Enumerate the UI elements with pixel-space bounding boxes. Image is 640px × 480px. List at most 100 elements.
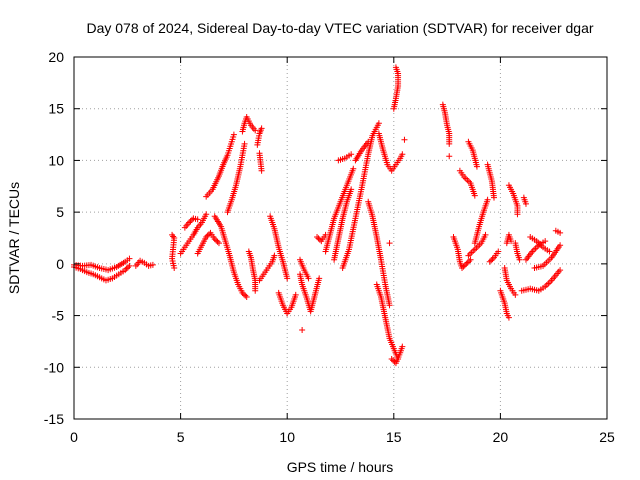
series-arc-12 bbox=[245, 248, 259, 294]
data-point-marker bbox=[473, 163, 480, 170]
series-arc-41 bbox=[484, 161, 498, 201]
series-arc-15 bbox=[256, 252, 278, 284]
data-point-marker bbox=[348, 186, 355, 193]
data-point-marker bbox=[386, 240, 393, 247]
data-point-marker bbox=[365, 138, 372, 145]
data-point-marker bbox=[188, 216, 195, 223]
series-arc-26 bbox=[352, 138, 372, 164]
series-arc-37 bbox=[456, 167, 478, 199]
data-point-marker bbox=[467, 256, 474, 263]
series-arc-45 bbox=[503, 231, 515, 247]
series-arc-20 bbox=[299, 327, 306, 334]
series-arc-31 bbox=[390, 64, 402, 112]
data-point-marker bbox=[230, 131, 237, 138]
data-point-marker bbox=[170, 233, 177, 240]
data-point-marker bbox=[149, 261, 156, 268]
data-point-marker bbox=[508, 238, 515, 245]
series-arc-52 bbox=[531, 242, 564, 271]
series-arc-03 bbox=[132, 257, 156, 269]
series-arc-32 bbox=[386, 240, 393, 247]
data-point-marker bbox=[557, 267, 564, 274]
series-arc-22 bbox=[322, 165, 357, 255]
y-tick-label: 0 bbox=[56, 256, 64, 272]
data-point-marker bbox=[542, 238, 549, 245]
data-point-marker bbox=[239, 289, 246, 296]
data-point-marker bbox=[242, 292, 249, 299]
series-arc-43 bbox=[497, 287, 512, 321]
data-point-marker bbox=[399, 151, 406, 158]
series-arc-34 bbox=[439, 101, 453, 147]
data-point-marker bbox=[292, 291, 299, 298]
data-point-marker bbox=[546, 248, 553, 255]
data-point-marker bbox=[543, 282, 550, 289]
data-point-marker bbox=[126, 255, 133, 262]
data-point-marker bbox=[206, 231, 213, 238]
series-arc-19 bbox=[296, 256, 312, 282]
data-point-marker bbox=[122, 267, 129, 274]
data-point-marker bbox=[258, 167, 265, 174]
series-arc-38 bbox=[465, 138, 480, 170]
x-tick-label: 25 bbox=[599, 429, 615, 445]
data-point-marker bbox=[241, 140, 248, 147]
data-point-marker bbox=[461, 262, 468, 269]
series-arc-09 bbox=[211, 213, 250, 300]
series-arc-02 bbox=[71, 255, 133, 274]
y-tick-label: -15 bbox=[44, 411, 64, 427]
series-arc-39 bbox=[465, 231, 489, 259]
data-point-marker bbox=[468, 249, 475, 256]
series-arc-08 bbox=[203, 131, 237, 200]
data-point-marker bbox=[315, 235, 322, 242]
y-tick-label: 5 bbox=[56, 204, 64, 220]
series-arc-14 bbox=[256, 150, 265, 174]
data-point-marker bbox=[471, 192, 478, 199]
y-tick-label: 10 bbox=[48, 152, 64, 168]
data-point-marker bbox=[284, 275, 291, 282]
series-arc-18 bbox=[296, 271, 323, 315]
data-point-marker bbox=[399, 343, 406, 350]
series-arc-40 bbox=[471, 196, 491, 247]
data-point-marker bbox=[466, 258, 473, 265]
data-point-marker bbox=[488, 257, 495, 264]
data-point-marker bbox=[243, 293, 250, 300]
data-point-marker bbox=[187, 218, 194, 225]
data-point-marker bbox=[505, 314, 512, 321]
series-arc-28 bbox=[375, 130, 406, 174]
data-point-marker bbox=[471, 246, 478, 253]
data-point-marker bbox=[486, 258, 493, 265]
series-arc-24 bbox=[339, 120, 382, 271]
y-tick-label: -10 bbox=[44, 359, 64, 375]
series-arc-16 bbox=[267, 213, 291, 282]
data-point-marker bbox=[463, 260, 470, 267]
series-arc-27 bbox=[365, 198, 393, 309]
x-tick-label: 10 bbox=[279, 429, 295, 445]
data-point-marker bbox=[522, 200, 529, 207]
data-point-marker bbox=[214, 238, 221, 245]
data-point-marker bbox=[401, 136, 408, 143]
data-point-marker bbox=[392, 64, 399, 71]
data-point-marker bbox=[194, 216, 201, 223]
data-point-marker bbox=[203, 211, 210, 218]
data-point-marker bbox=[125, 264, 132, 271]
data-point-marker bbox=[516, 256, 523, 263]
data-point-marker bbox=[350, 165, 357, 172]
series-arc-51 bbox=[527, 233, 553, 255]
data-point-marker bbox=[240, 291, 247, 298]
data-point-marker bbox=[299, 327, 306, 334]
data-point-marker bbox=[388, 356, 395, 363]
data-point-marker bbox=[491, 194, 498, 201]
x-tick-label: 20 bbox=[493, 429, 509, 445]
series-arc-42 bbox=[486, 248, 502, 265]
series-arc-30 bbox=[388, 343, 406, 367]
series-arc-44 bbox=[501, 264, 519, 298]
series-arc-48 bbox=[520, 194, 529, 207]
data-point-marker bbox=[557, 229, 564, 236]
series-arc-06 bbox=[181, 215, 201, 231]
data-point-marker bbox=[464, 259, 471, 266]
data-point-marker bbox=[545, 280, 552, 287]
data-point-marker bbox=[512, 291, 519, 298]
x-axis-label: GPS time / hours bbox=[287, 459, 394, 475]
data-point-marker bbox=[546, 278, 553, 285]
x-tick-label: 0 bbox=[70, 429, 78, 445]
data-point-marker bbox=[348, 151, 355, 158]
data-point-marker bbox=[215, 240, 222, 247]
